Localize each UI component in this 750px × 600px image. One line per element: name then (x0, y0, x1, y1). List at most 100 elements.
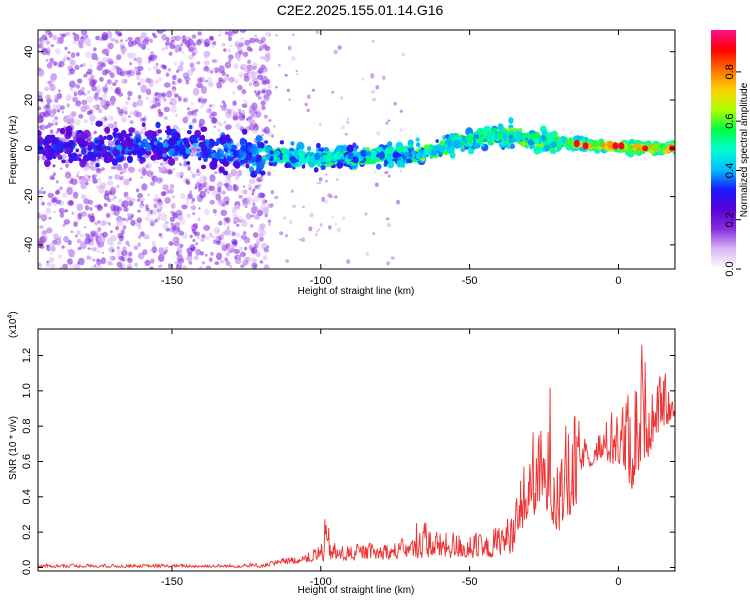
spectrogram-cell (352, 156, 359, 164)
spectrogram-cell (131, 148, 138, 156)
spectrogram-cell (80, 64, 83, 68)
spectrogram-cell (69, 59, 76, 66)
spectrogram-cell (169, 216, 175, 223)
spectrogram-cell (81, 91, 85, 95)
spectrogram-cell (260, 170, 266, 176)
spectrogram-cell (270, 203, 274, 208)
spectrogram-cell (212, 208, 217, 214)
spectrogram-cell (245, 153, 252, 161)
spectrogram-cell (161, 47, 165, 52)
spectrogram-cell (232, 115, 239, 121)
spectrogram-cell (261, 105, 266, 111)
spectrogram-cell (536, 147, 544, 154)
spectrogram-cell (341, 125, 346, 130)
spectrogram-cell (187, 107, 190, 111)
spectrogram-cell (286, 88, 290, 93)
spectrogram-cell (251, 189, 255, 194)
spectrogram-cell (168, 156, 172, 160)
spectrogram-cell (186, 255, 193, 262)
spectrogram-cell (292, 33, 295, 36)
spectrogram-cell (217, 128, 221, 133)
spectrogram-cell (62, 263, 69, 269)
spectrogram-cell (474, 142, 481, 149)
spectrogram-cell (46, 62, 53, 69)
spectrogram-cell (206, 148, 212, 155)
spectrogram-cell (123, 178, 130, 186)
spectrogram-cell (169, 210, 175, 214)
spectrogram-cell (251, 246, 258, 255)
spectrogram-cell (141, 183, 148, 191)
spectrogram-cell (196, 148, 200, 152)
spectrogram-cell (178, 47, 183, 52)
spectrogram-cell (206, 266, 210, 269)
spectrogram-cell (98, 97, 103, 101)
spectrogram-cell (120, 78, 127, 85)
spectrogram-cell (196, 236, 200, 240)
spectrogram-cell (265, 144, 273, 153)
spectrogram-cell (558, 140, 563, 146)
spectrogram-cell (52, 164, 56, 168)
spectrogram-cell (67, 239, 72, 246)
spectrogram-cell (260, 100, 266, 106)
spectrogram-cell (258, 187, 261, 191)
spectrogram-cell (242, 231, 247, 236)
spectrogram-cell (261, 76, 267, 82)
spectrogram-cell (73, 33, 80, 42)
spectrogram-cell (147, 60, 151, 64)
spectrogram-cell (128, 177, 132, 182)
y-tick-label: 40 (23, 46, 35, 58)
spectrogram-cell (179, 61, 184, 66)
spectrogram-cell (75, 148, 79, 153)
spectrogram-cell (185, 80, 190, 85)
spectrogram-cell (210, 251, 214, 256)
spectrogram-cell (117, 198, 123, 204)
spectrogram-cell (90, 265, 96, 269)
spectrogram-cell (200, 238, 205, 242)
spectrogram-cell (220, 242, 226, 247)
spectrogram-cell (245, 163, 250, 169)
snr-x-label: Height of straight line (km) (298, 585, 415, 596)
spectrogram-cell (185, 181, 191, 185)
spectrogram-cell (228, 76, 235, 83)
spectrogram-cell (145, 96, 149, 100)
spectrogram-cell (223, 153, 229, 158)
spectrogram-cell (172, 74, 177, 81)
colorbar: 0.00.20.40.60.8 Normalized spectral ampl… (711, 30, 750, 277)
spectrogram-cell (453, 139, 461, 149)
spectrogram-cell (40, 214, 48, 222)
spectrogram-cell (116, 246, 120, 249)
spectrogram-cell (213, 227, 221, 235)
spectrogram-cell (100, 257, 107, 265)
spectrogram-cell (167, 68, 172, 72)
spectrogram-cell (136, 209, 140, 213)
x-tick-label: -50 (462, 576, 478, 588)
spectrogram-frame (37, 29, 676, 270)
spectrogram-cell (542, 140, 546, 144)
spectrogram-cell (239, 246, 244, 251)
spectrogram-cell (307, 94, 311, 100)
y-tick-label: 1.0 (21, 383, 33, 398)
spectrogram-cell (218, 122, 223, 127)
spectrogram-cell (591, 139, 599, 147)
spectrogram-cell (203, 56, 208, 60)
spectrogram-cell (140, 84, 148, 94)
spectrogram-cell (163, 251, 167, 256)
spectrogram-cell (76, 174, 79, 178)
spectrogram-cell (257, 96, 262, 100)
spectrogram-cell (107, 221, 111, 224)
snr-y-ticks: 0.00.20.40.60.81.01.2 (21, 348, 675, 575)
spectrogram-cell (70, 111, 77, 117)
spectrogram-cell (127, 266, 132, 269)
spectrogram-cell (55, 41, 59, 45)
spectrogram-cell (60, 105, 65, 111)
spectrogram-cell (42, 52, 46, 56)
spectrogram-cell (95, 57, 99, 61)
spectrogram-cell (324, 263, 327, 266)
spectrogram-cell (197, 217, 201, 221)
spectrogram-cell (392, 151, 399, 159)
spectrogram-cell (63, 138, 69, 143)
colorbar-tick-label: 0.0 (724, 261, 736, 276)
spectrogram-cell (346, 259, 351, 264)
spectrogram-cell (152, 54, 158, 59)
spectrogram-cell (151, 240, 157, 247)
